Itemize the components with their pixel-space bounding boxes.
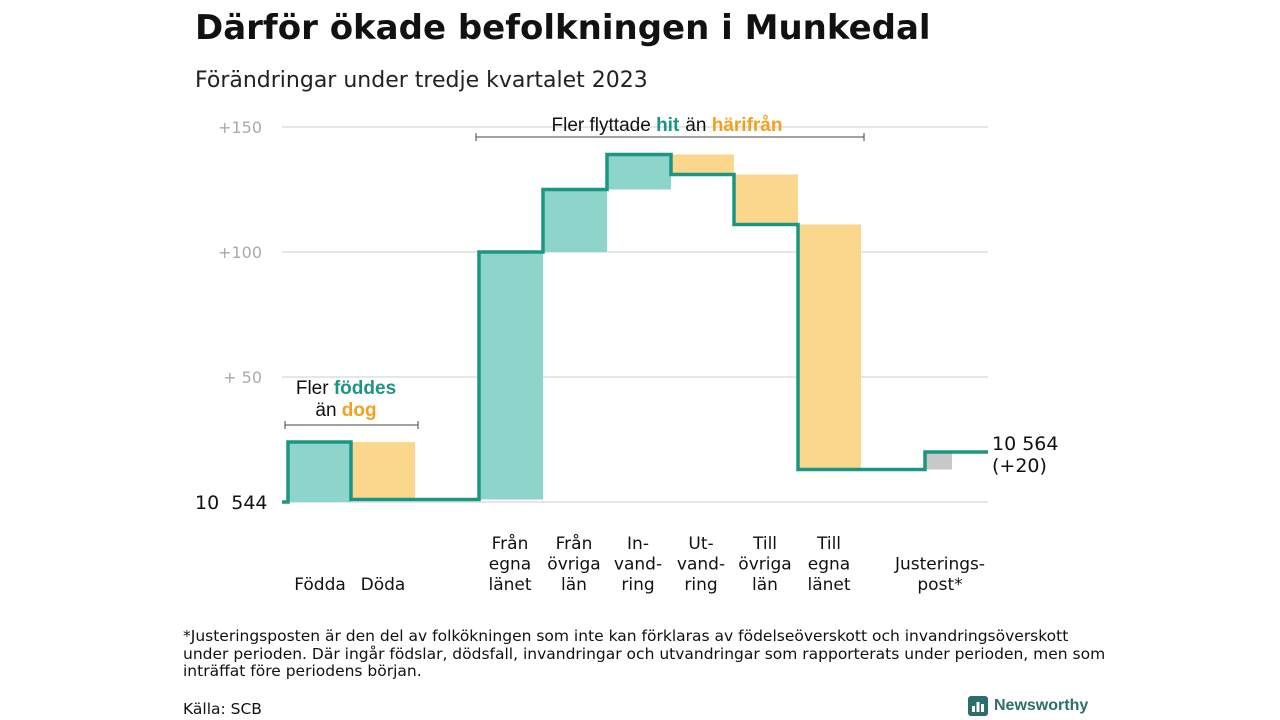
- newsworthy-chart-icon: [968, 696, 988, 716]
- births-annotation-prefix: Fler: [296, 378, 334, 399]
- waterfall-chart: +150+100+ 50 Födda DödaFrånegnalänetFrånö…: [195, 115, 1058, 595]
- category-label: vand-: [677, 555, 725, 575]
- migration-annotation-prefix: Fler flyttade: [552, 115, 657, 136]
- migration-annotation-highlight-orange: härifrån: [712, 115, 783, 136]
- category-label: Ut-: [688, 534, 713, 554]
- category-label: övriga: [738, 555, 791, 575]
- category-label: egna: [808, 555, 850, 575]
- migration-annotation-highlight-teal: hit: [656, 115, 680, 136]
- bar-till-övriga-län: [734, 174, 798, 225]
- y-tick-label: +150: [218, 118, 262, 137]
- category-label: egna: [489, 555, 531, 575]
- migration-annotation-middle: än: [685, 115, 711, 136]
- y-tick-label: +100: [218, 243, 262, 262]
- annotations: Fler föddes än dog Fler flyttade hit än h…: [284, 115, 865, 429]
- bar-till-egna-länet: [798, 224, 861, 470]
- category-label: vand-: [614, 555, 662, 575]
- end-change-label: (+20): [992, 455, 1047, 477]
- bar-invandring: [607, 154, 671, 190]
- category-label: Justerings-: [894, 555, 985, 575]
- category-label: övriga: [547, 555, 600, 575]
- source-label: Källa: SCB: [183, 700, 262, 718]
- births-annotation-line1: Fler föddes: [296, 378, 396, 399]
- category-label: In-: [627, 534, 649, 554]
- cumulative-line: [282, 152, 988, 504]
- bar-från-övriga-län: [543, 189, 607, 252]
- category-label: Till: [752, 534, 777, 554]
- category-label: Döda: [361, 575, 406, 595]
- y-axis-ticks: +150 +100 + 50: [218, 118, 262, 387]
- footnote: *Justeringsposten är den del av folkökni…: [183, 627, 1106, 680]
- bar-från-egna-länet: [479, 252, 543, 500]
- chart-title: Därför ökade befolkningen i Munkedal: [195, 8, 931, 48]
- y-tick-label: + 50: [223, 368, 262, 387]
- bar-födda: [288, 442, 351, 502]
- category-label: ring: [621, 575, 654, 595]
- bar-justeringspost-: [925, 452, 952, 470]
- category-label: län: [752, 575, 778, 595]
- births-annotation-highlight-teal: föddes: [334, 378, 396, 399]
- migration-annotation: Fler flyttade hit än härifrån: [552, 115, 783, 136]
- chart-subtitle: Förändringar under tredje kvartalet 2023: [195, 68, 648, 93]
- category-label: Till: [816, 534, 841, 554]
- category-label: län: [561, 575, 587, 595]
- start-value-label: 10 544: [195, 492, 268, 514]
- category-label: Från: [492, 533, 529, 554]
- category-labels: Födda DödaFrånegnalänetFrånövrigalänIn-va…: [294, 533, 985, 595]
- bar-döda: [351, 442, 415, 500]
- category-label: post*: [917, 575, 962, 595]
- births-annotation-line2: än dog: [315, 400, 376, 421]
- births-annotation-highlight-orange: dog: [342, 400, 377, 421]
- cumulative-step-line: [282, 152, 988, 504]
- category-label: Födda: [294, 575, 346, 595]
- bars: [288, 154, 952, 502]
- bar-utvandring: [671, 154, 734, 175]
- births-annotation-middle: än: [315, 400, 341, 421]
- gridlines: [282, 126, 988, 503]
- category-label: ring: [684, 575, 717, 595]
- end-value-label: 10 564: [992, 433, 1058, 455]
- category-label: länet: [807, 575, 850, 595]
- category-label: länet: [488, 575, 531, 595]
- brand-name: Newsworthy: [994, 697, 1089, 714]
- category-label: Från: [556, 533, 593, 554]
- newsworthy-logo[interactable]: Newsworthy: [968, 696, 1088, 716]
